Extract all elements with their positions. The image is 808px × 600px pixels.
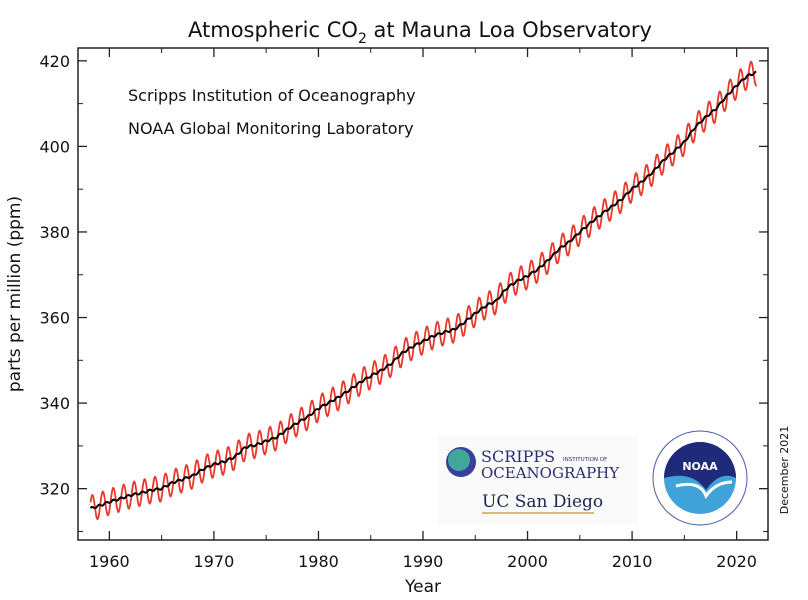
annotation-noaa: NOAA Global Monitoring Laboratory [128,119,414,138]
x-tick-label: 2010 [612,552,653,571]
y-tick-label: 360 [39,309,70,328]
trend-co2-line [89,70,757,510]
x-tick-label: 1980 [298,552,339,571]
y-axis-label: parts per million (ppm) [5,196,25,392]
y-tick-label: 400 [39,137,70,156]
x-tick-label: 1960 [89,552,130,571]
y-tick-label: 320 [39,480,70,499]
y-tick-label: 380 [39,223,70,242]
svg-text:OCEANOGRAPHY: OCEANOGRAPHY [481,464,620,482]
x-tick-label: 2000 [507,552,548,571]
date-note: December 2021 [778,426,791,515]
svg-text:NOAA: NOAA [682,460,718,473]
x-tick-label: 1990 [403,552,444,571]
svg-text:INSTITUTION OF: INSTITUTION OF [563,457,607,463]
annotation-scripps: Scripps Institution of Oceanography [128,86,416,105]
scripps-ucsd-logo: SCRIPPS INSTITUTION OF OCEANOGRAPHY UC S… [438,436,638,524]
noaa-logo: NOAA [652,430,748,526]
svg-text:UC San Diego: UC San Diego [482,492,603,512]
monthly-co2-line [89,60,758,521]
x-tick-label: 1970 [194,552,235,571]
chart-title: Atmospheric CO2 at Mauna Loa Observatory [188,18,652,47]
y-tick-label: 420 [39,52,70,71]
y-tick-label: 340 [39,394,70,413]
svg-text:SCRIPPS: SCRIPPS [481,447,555,466]
x-tick-label: 2020 [716,552,757,571]
x-axis-label: Year [404,577,441,597]
